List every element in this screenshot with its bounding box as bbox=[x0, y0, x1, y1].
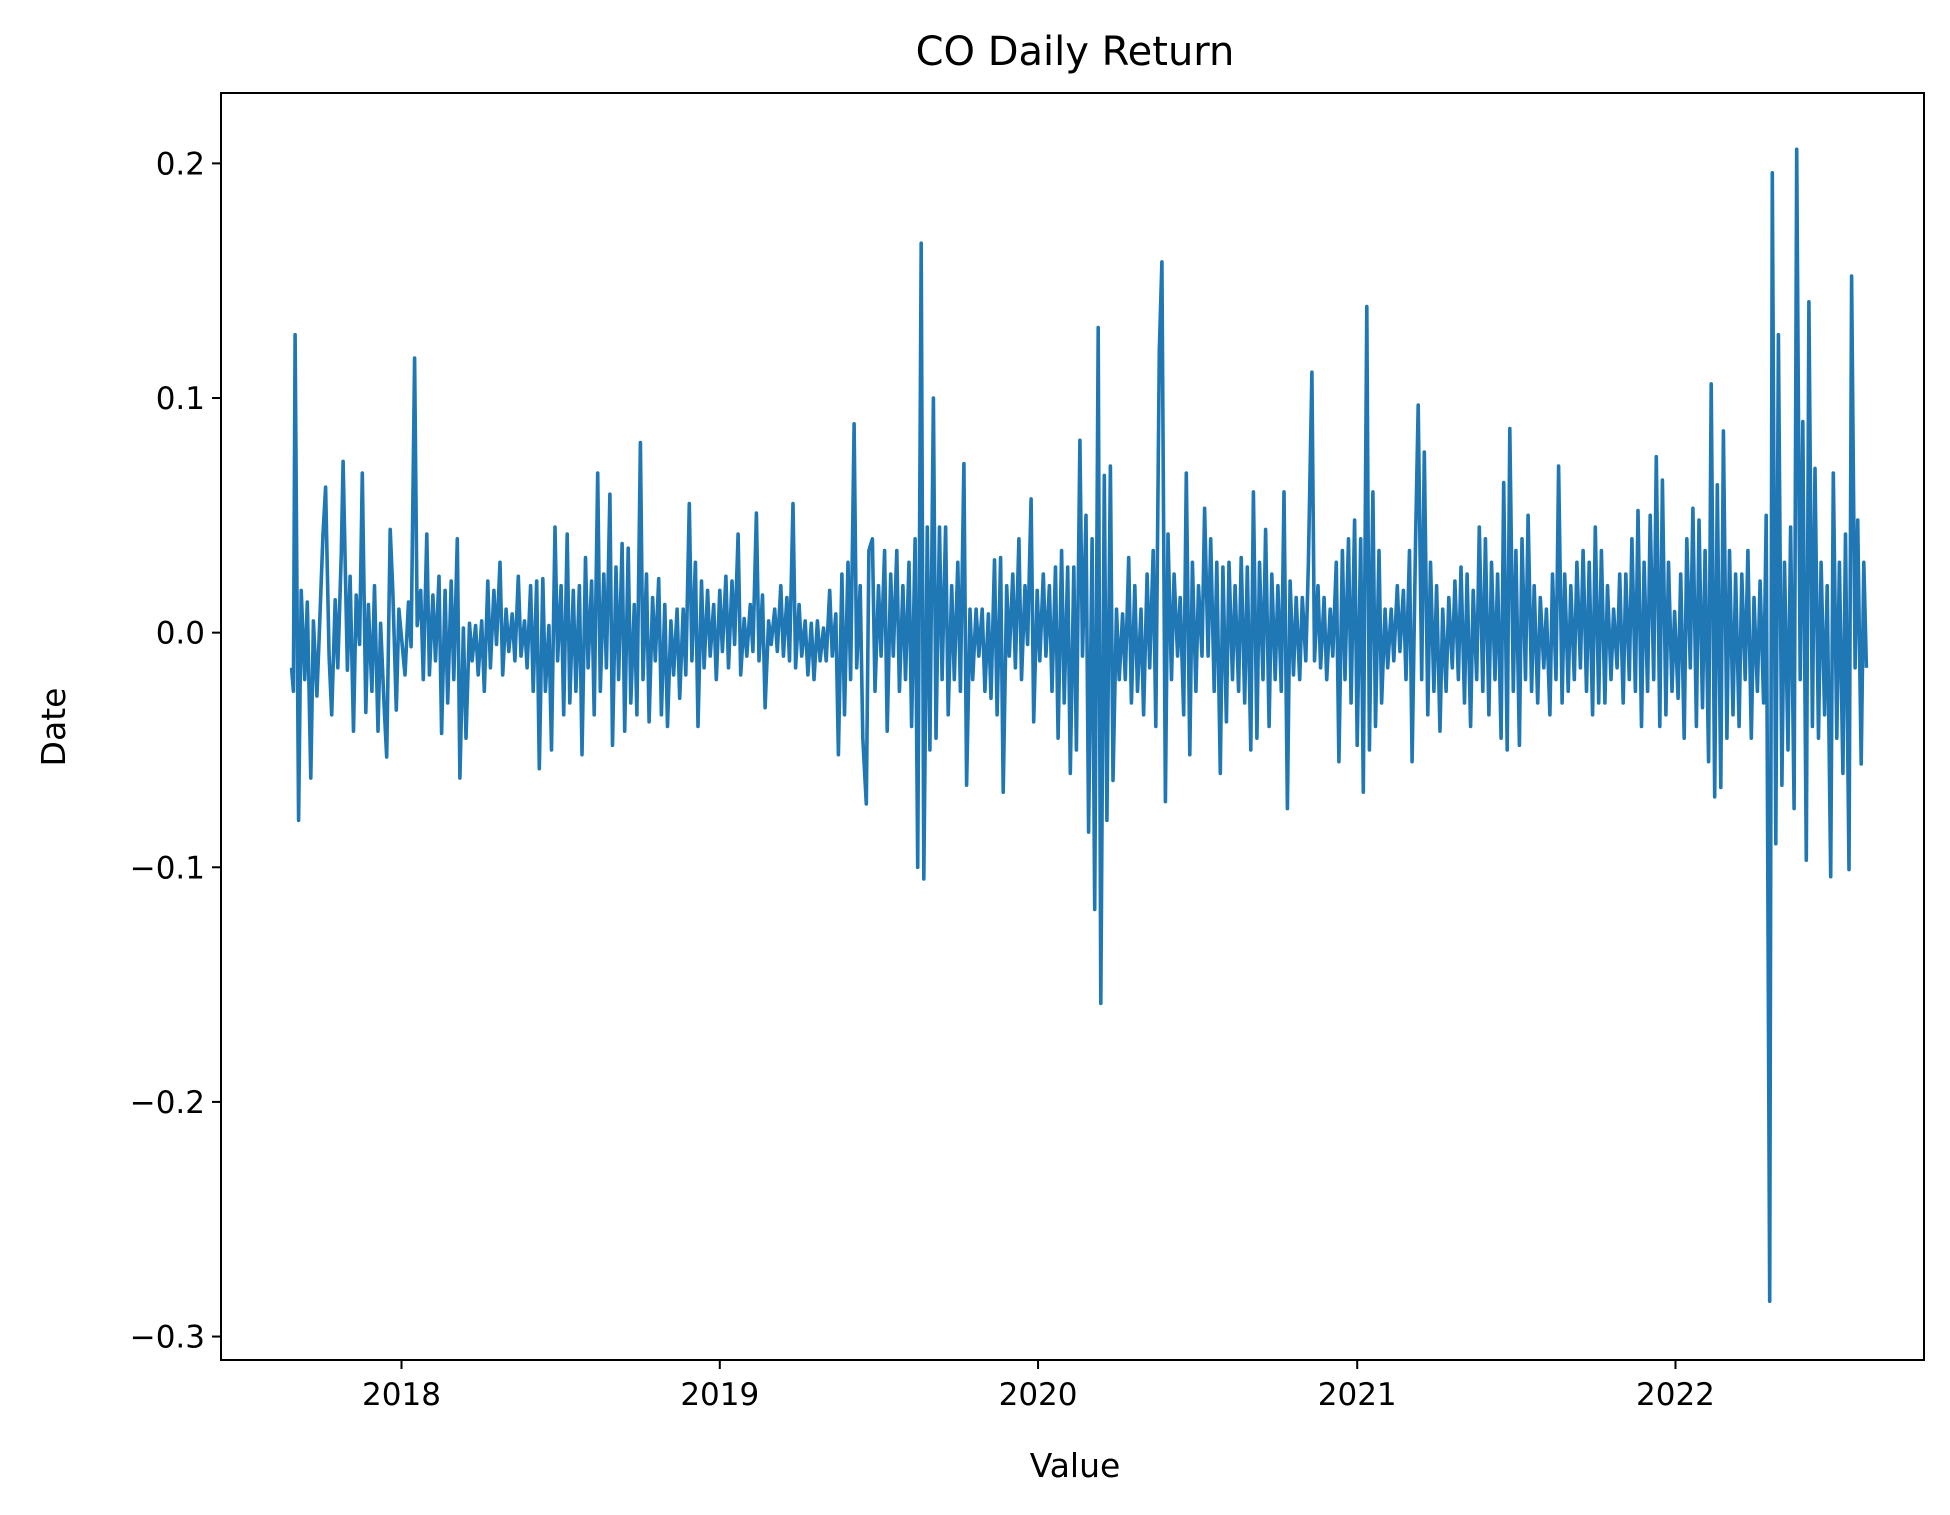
y-axis-label: Date bbox=[34, 688, 73, 767]
chart-title: CO Daily Return bbox=[916, 29, 1235, 75]
axes: 2018 2019 2020 2021 2022 −0.3 −0.2 −0.1 0.0 0.1 0.… bbox=[130, 146, 1715, 1413]
x-tick-label: 2019 bbox=[680, 1377, 759, 1413]
y-tick-label: −0.3 bbox=[130, 1320, 205, 1356]
series-line bbox=[289, 147, 1869, 1304]
plot-area bbox=[289, 147, 1869, 1304]
x-axis-label: Value bbox=[1030, 1446, 1121, 1485]
plot-frame bbox=[220, 92, 1925, 1361]
y-tick-label: 0.0 bbox=[156, 616, 205, 652]
x-tick-label: 2018 bbox=[362, 1377, 441, 1413]
x-tick-label: 2021 bbox=[1318, 1377, 1397, 1413]
x-tick-label: 2020 bbox=[999, 1377, 1078, 1413]
y-tick-label: 0.1 bbox=[156, 381, 205, 417]
x-tick-label: 2022 bbox=[1636, 1377, 1715, 1413]
y-tick-label: −0.1 bbox=[130, 850, 205, 886]
y-tick-label: −0.2 bbox=[130, 1085, 205, 1121]
y-tick-label: 0.2 bbox=[156, 146, 205, 182]
